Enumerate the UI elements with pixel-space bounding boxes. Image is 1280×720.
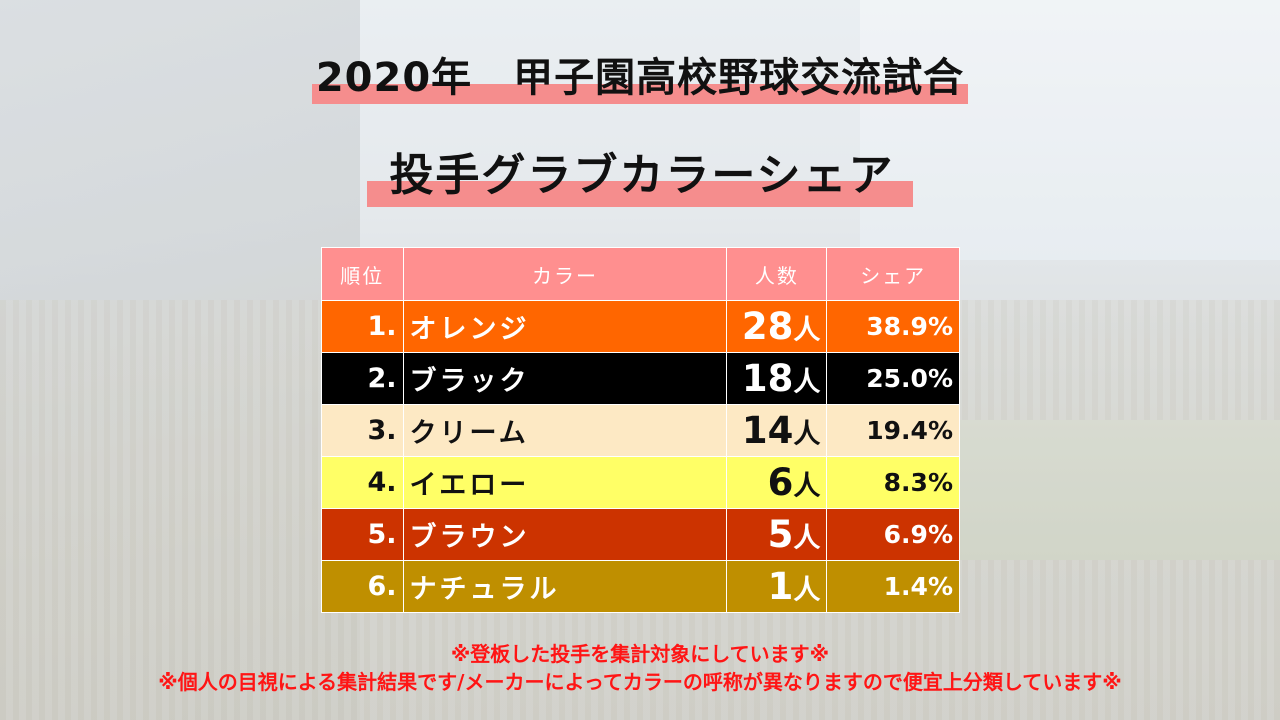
glove-color-share-table: 順位 カラー 人数 シェア 1. オレンジ 28人 38.9% 2. ブラック … bbox=[321, 247, 960, 613]
color-name-cell: ブラック bbox=[402, 352, 728, 405]
title-line1-container: 2020年 甲子園高校野球交流試合 bbox=[0, 52, 1280, 104]
color-name-cell: ナチュラル bbox=[402, 560, 728, 613]
rank-cell: 2. bbox=[321, 352, 404, 405]
count-unit: 人 bbox=[793, 419, 821, 450]
share-cell: 8.3% bbox=[826, 456, 960, 509]
color-name-cell: クリーム bbox=[402, 404, 728, 457]
count-unit: 人 bbox=[793, 575, 821, 606]
share-cell: 38.9% bbox=[826, 300, 960, 353]
share-cell: 25.0% bbox=[826, 352, 960, 405]
count-cell: 18人 bbox=[726, 352, 828, 405]
footnote-2: ※個人の目視による集計結果です/メーカーによってカラーの呼称が異なりますので便宜… bbox=[158, 670, 1122, 694]
count-unit: 人 bbox=[793, 315, 821, 346]
table-header-row: 順位 カラー 人数 シェア bbox=[321, 247, 960, 301]
table-row: 3. クリーム 14人 19.4% bbox=[321, 404, 960, 457]
share-cell: 1.4% bbox=[826, 560, 960, 613]
count-unit: 人 bbox=[793, 471, 821, 502]
table-row: 2. ブラック 18人 25.0% bbox=[321, 352, 960, 405]
count-value: 28 bbox=[741, 305, 794, 348]
footnotes: ※登板した投手を集計対象にしています※ ※個人の目視による集計結果です/メーカー… bbox=[0, 640, 1280, 696]
count-cell: 28人 bbox=[726, 300, 828, 353]
header-color: カラー bbox=[402, 247, 728, 301]
count-value: 6 bbox=[767, 461, 794, 504]
table-row: 4. イエロー 6人 8.3% bbox=[321, 456, 960, 509]
count-unit: 人 bbox=[793, 523, 821, 554]
rank-cell: 3. bbox=[321, 404, 404, 457]
rank-cell: 1. bbox=[321, 300, 404, 353]
header-share: シェア bbox=[826, 247, 960, 301]
rank-cell: 6. bbox=[321, 560, 404, 613]
count-cell: 1人 bbox=[726, 560, 828, 613]
table-body: 1. オレンジ 28人 38.9% 2. ブラック 18人 25.0% 3. ク… bbox=[321, 300, 960, 613]
count-value: 18 bbox=[741, 357, 794, 400]
count-cell: 6人 bbox=[726, 456, 828, 509]
share-cell: 19.4% bbox=[826, 404, 960, 457]
color-name-cell: ブラウン bbox=[402, 508, 728, 561]
color-name-cell: オレンジ bbox=[402, 300, 728, 353]
count-value: 14 bbox=[741, 409, 794, 452]
table-row: 6. ナチュラル 1人 1.4% bbox=[321, 560, 960, 613]
title-line1: 2020年 甲子園高校野球交流試合 bbox=[311, 52, 969, 104]
header-count: 人数 bbox=[726, 247, 828, 301]
title-line2: 投手グラブカラーシェア bbox=[367, 145, 913, 207]
table-row: 1. オレンジ 28人 38.9% bbox=[321, 300, 960, 353]
table-row: 5. ブラウン 5人 6.9% bbox=[321, 508, 960, 561]
count-value: 5 bbox=[767, 513, 794, 556]
footnote-1: ※登板した投手を集計対象にしています※ bbox=[450, 642, 830, 666]
count-cell: 14人 bbox=[726, 404, 828, 457]
rank-cell: 4. bbox=[321, 456, 404, 509]
share-cell: 6.9% bbox=[826, 508, 960, 561]
count-unit: 人 bbox=[793, 367, 821, 398]
title-line2-container: 投手グラブカラーシェア bbox=[0, 145, 1280, 207]
rank-cell: 5. bbox=[321, 508, 404, 561]
count-value: 1 bbox=[767, 565, 794, 608]
header-rank: 順位 bbox=[321, 247, 404, 301]
count-cell: 5人 bbox=[726, 508, 828, 561]
color-name-cell: イエロー bbox=[402, 456, 728, 509]
